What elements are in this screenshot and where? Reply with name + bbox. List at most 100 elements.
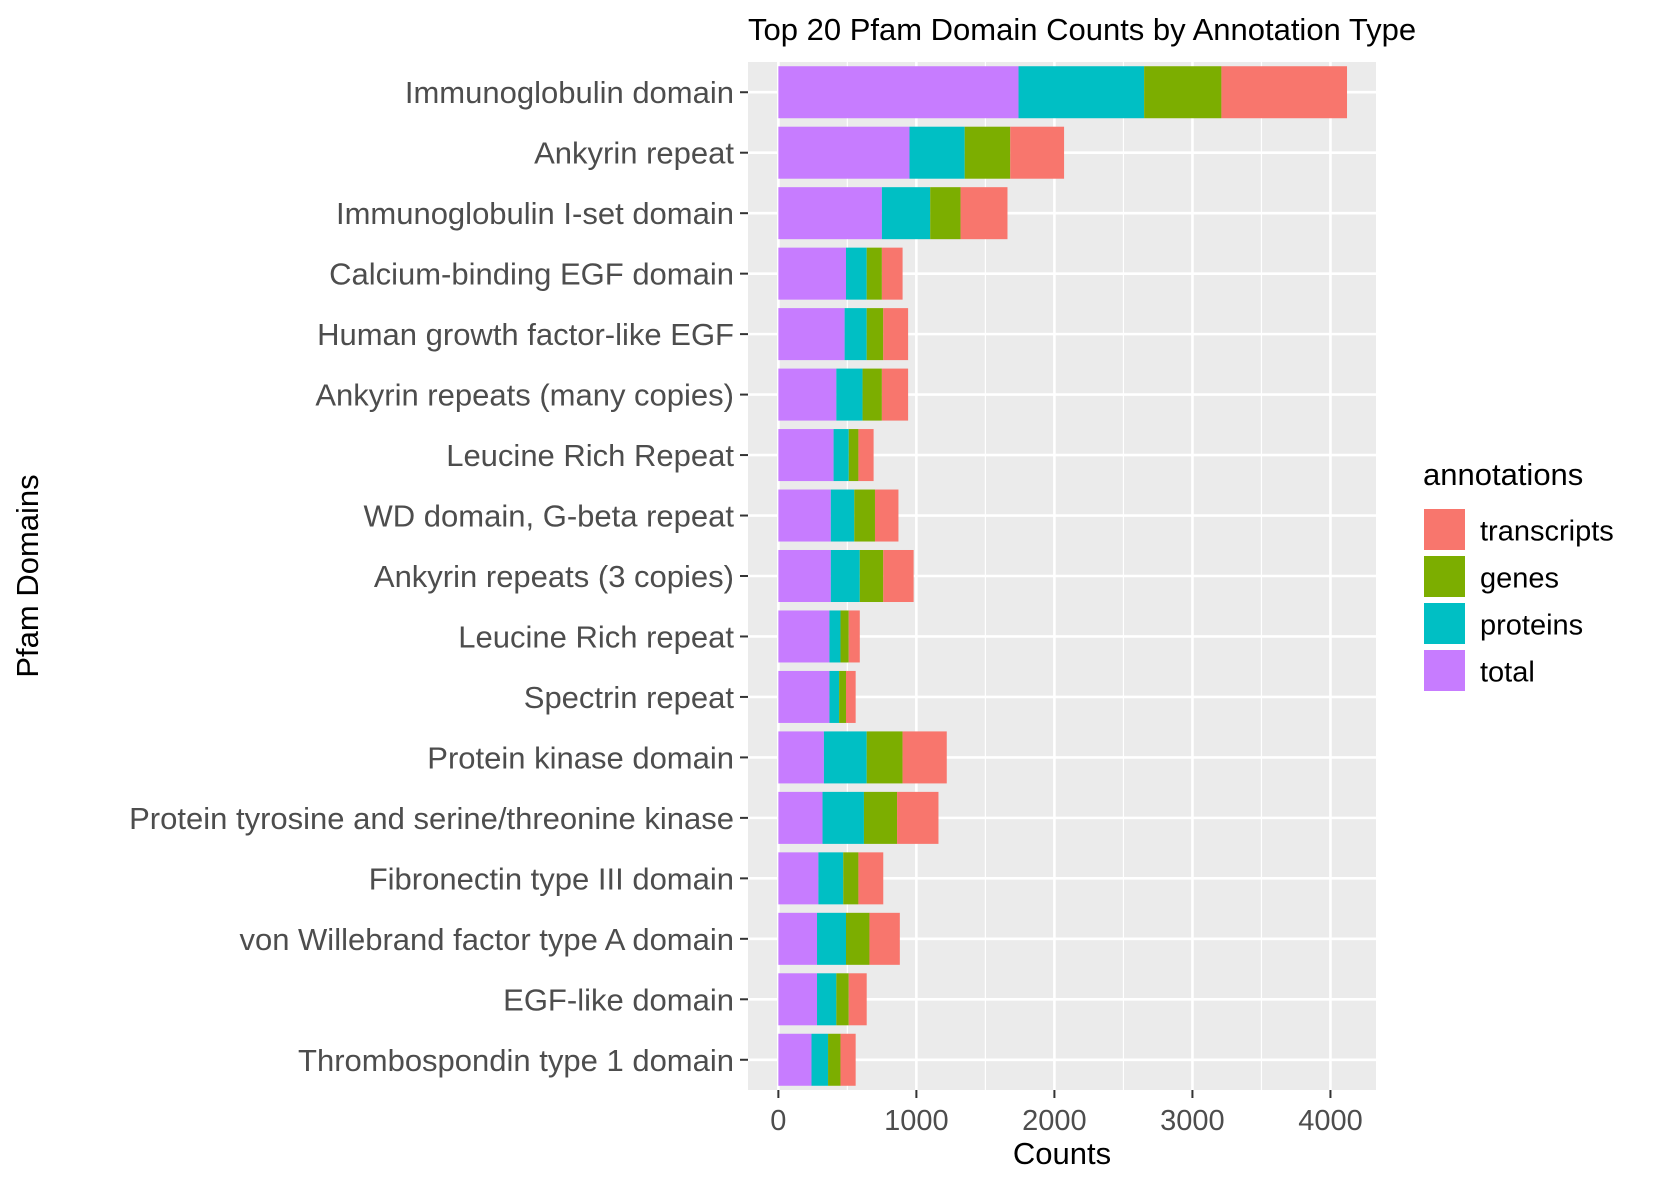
bar-segment-genes [866,247,882,300]
bar-segment-proteins [836,368,863,421]
bar-segment-transcripts [1010,126,1065,179]
bar-segment-proteins [829,610,841,663]
legend-label-transcripts: transcripts [1480,516,1614,548]
bar-segment-total [778,429,834,482]
bar-segment-total [778,791,823,844]
bar-segment-proteins [822,791,864,844]
chart-title: Top 20 Pfam Domain Counts by Annotation … [748,12,1416,47]
bar-segment-proteins [817,912,846,965]
bar-segment-genes [863,791,898,844]
bar-segment-transcripts [858,852,884,905]
y-tick-label: Ankyrin repeats (many copies) [315,378,734,413]
bar-segment-transcripts [883,549,914,603]
legend-key-genes [1422,554,1467,599]
bar-segment-transcripts [960,187,1008,240]
y-tick-label: Ankyrin repeats (3 copies) [374,559,734,594]
bar-segment-transcripts [1221,66,1348,119]
bar-segment-transcripts [881,368,909,421]
bar-segment-transcripts [858,429,874,482]
bar-segment-total [778,973,818,1026]
bar-segment-proteins [823,731,867,784]
bar-segment-total [778,731,824,784]
y-tick-label: EGF-like domain [503,982,734,1017]
bar-segment-total [778,308,845,361]
legend-key-transcripts [1422,507,1467,552]
bar-segment-total [778,1033,812,1086]
y-tick-label: Leucine Rich Repeat [446,438,734,473]
legend: annotations transcripts genes proteins tota… [1422,457,1614,693]
bar-segment-proteins [845,247,867,300]
bar-segment-genes [866,731,903,784]
bar-segment-total [778,610,830,663]
bar-segment-total [778,549,831,603]
bar-segment-transcripts [874,489,899,542]
y-tick-label: Leucine Rich repeat [458,619,734,654]
bar-segment-proteins [833,429,849,482]
y-tick-label: von Willebrand factor type A domain [239,922,734,957]
bar-segment-proteins [811,1033,829,1086]
bar-segment-proteins [830,549,860,603]
legend-label-genes: genes [1480,563,1559,595]
axes: 0 1000 2000 3000 4000 Immunoglobulin domain An… [129,75,1363,1137]
x-tick-label: 0 [770,1105,786,1137]
y-tick-label: Human growth factor-like EGF [317,317,734,352]
bar-segment-proteins [829,670,840,723]
bar-segment-genes [859,549,884,603]
bar-segment-genes [866,308,884,361]
y-tick-label: Protein tyrosine and serine/threonine ki… [129,801,734,836]
y-tick-label: Ankyrin repeat [534,136,734,171]
y-tick-label: Immunoglobulin domain [405,75,734,110]
bar-segment-proteins [830,489,855,542]
y-tick-label: WD domain, G-beta repeat [364,499,735,534]
bar-segment-proteins [818,852,844,905]
y-axis-title: Pfam Domains [10,474,45,677]
bar-segment-transcripts [869,912,900,965]
y-tick-label: Immunoglobulin I-set domain [336,196,734,231]
bar-segment-genes [845,912,870,965]
y-tick-label: Spectrin repeat [524,680,735,715]
bar-segment-proteins [1018,66,1145,119]
bar-segment-genes [848,429,859,482]
bar-segment-proteins [881,187,931,240]
bar-segment-genes [1144,66,1222,119]
bar-segment-genes [836,973,849,1026]
bar-segment-total [778,187,882,240]
bar-segment-total [778,247,846,300]
y-tick-label: Protein kinase domain [427,740,734,775]
bar-segment-transcripts [848,973,867,1026]
legend-key-proteins [1422,601,1467,646]
legend-label-proteins: proteins [1480,610,1583,642]
x-tick-label: 4000 [1298,1105,1363,1137]
legend-key-total [1422,648,1467,693]
bar-segment-transcripts [845,670,856,723]
bar-segment-genes [828,1033,841,1086]
bar-segment-total [778,852,819,905]
bar-segment-proteins [844,308,867,361]
x-tick-label: 1000 [884,1105,949,1137]
bar-segment-transcripts [881,247,903,300]
bar-segment-genes [840,610,849,663]
bar-segment-total [778,912,818,965]
bar-segment-proteins [817,973,837,1026]
x-tick-label: 3000 [1160,1105,1225,1137]
bar-segment-total [778,126,910,179]
legend-label-total: total [1480,657,1535,689]
bar-segment-proteins [909,126,965,179]
y-tick-label: Thrombospondin type 1 domain [298,1043,734,1078]
bar-segment-transcripts [902,731,947,784]
y-tick-label: Calcium-binding EGF domain [329,257,734,292]
bar-segment-genes [930,187,961,240]
bar-segment-transcripts [883,308,909,361]
bar-segment-total [778,368,837,421]
bar-segment-transcripts [840,1033,856,1086]
bars [778,66,1348,1086]
y-tick-label: Fibronectin type III domain [369,861,734,896]
bar-segment-genes [862,368,882,421]
bar-segment-total [778,66,1019,119]
bar-segment-transcripts [848,610,860,663]
bar-segment-transcripts [897,791,939,844]
bar-segment-total [778,489,831,542]
bar-segment-genes [854,489,875,542]
